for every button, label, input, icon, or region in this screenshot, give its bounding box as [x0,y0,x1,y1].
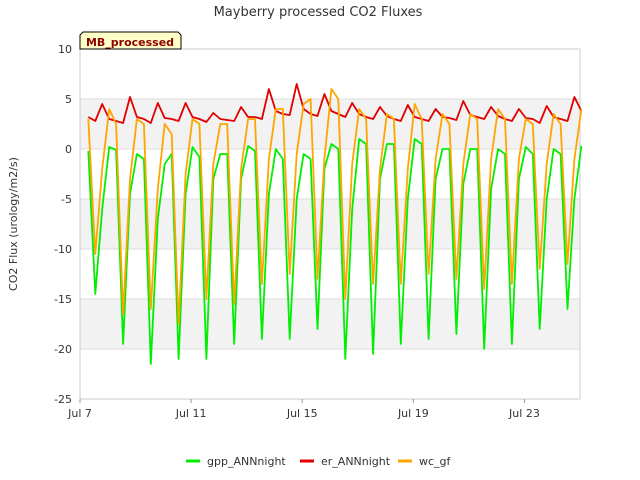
y-tick-label: -25 [54,393,72,406]
legend: gpp_ANNnight er_ANNnight wc_gf [186,455,452,468]
plot-frame [79,48,581,400]
x-tick-label: Jul 7 [67,407,92,420]
series-lines [87,83,583,365]
y-tick-label: -5 [61,193,72,206]
x-tick-label: Jul 19 [397,407,429,420]
legend-label: er_ANNnight [321,455,391,468]
legend-item-wc_gf: wc_gf [398,455,452,468]
series-line-wc_gf [87,88,583,325]
badge: MB_processed [79,31,182,50]
legend-label: gpp_ANNnight [207,455,286,468]
y-tick-label: -15 [54,293,72,306]
y-tick-labels: 10 5 0 -5 -10 -15 -20 -25 [54,43,72,406]
y-tick-label: -10 [54,243,72,256]
y-axis-label: CO2 Flux (urology/m2/s) [7,157,20,291]
x-tick-label: Jul 23 [508,407,540,420]
chart-title: Mayberry processed CO2 Fluxes [214,5,423,20]
legend-label: wc_gf [419,455,452,468]
legend-item-gpp_ANNnight: gpp_ANNnight [186,455,286,468]
x-tick-label: Jul 15 [286,407,318,420]
y-tick-label: 5 [65,93,72,106]
x-tick-labels: Jul 7 Jul 11 Jul 15 Jul 19 Jul 23 [67,399,540,420]
series-line-er_ANNnight [87,83,583,124]
badge-label: MB_processed [86,36,174,49]
legend-item-er_ANNnight: er_ANNnight [300,455,391,468]
plot-band [80,199,580,249]
series-line-gpp_ANNnight [87,138,583,365]
x-tick-label: Jul 11 [175,407,207,420]
y-tick-label: -20 [54,343,72,356]
y-tick-label: 10 [58,43,72,56]
plot-band [80,299,580,349]
y-tick-label: 0 [65,143,72,156]
